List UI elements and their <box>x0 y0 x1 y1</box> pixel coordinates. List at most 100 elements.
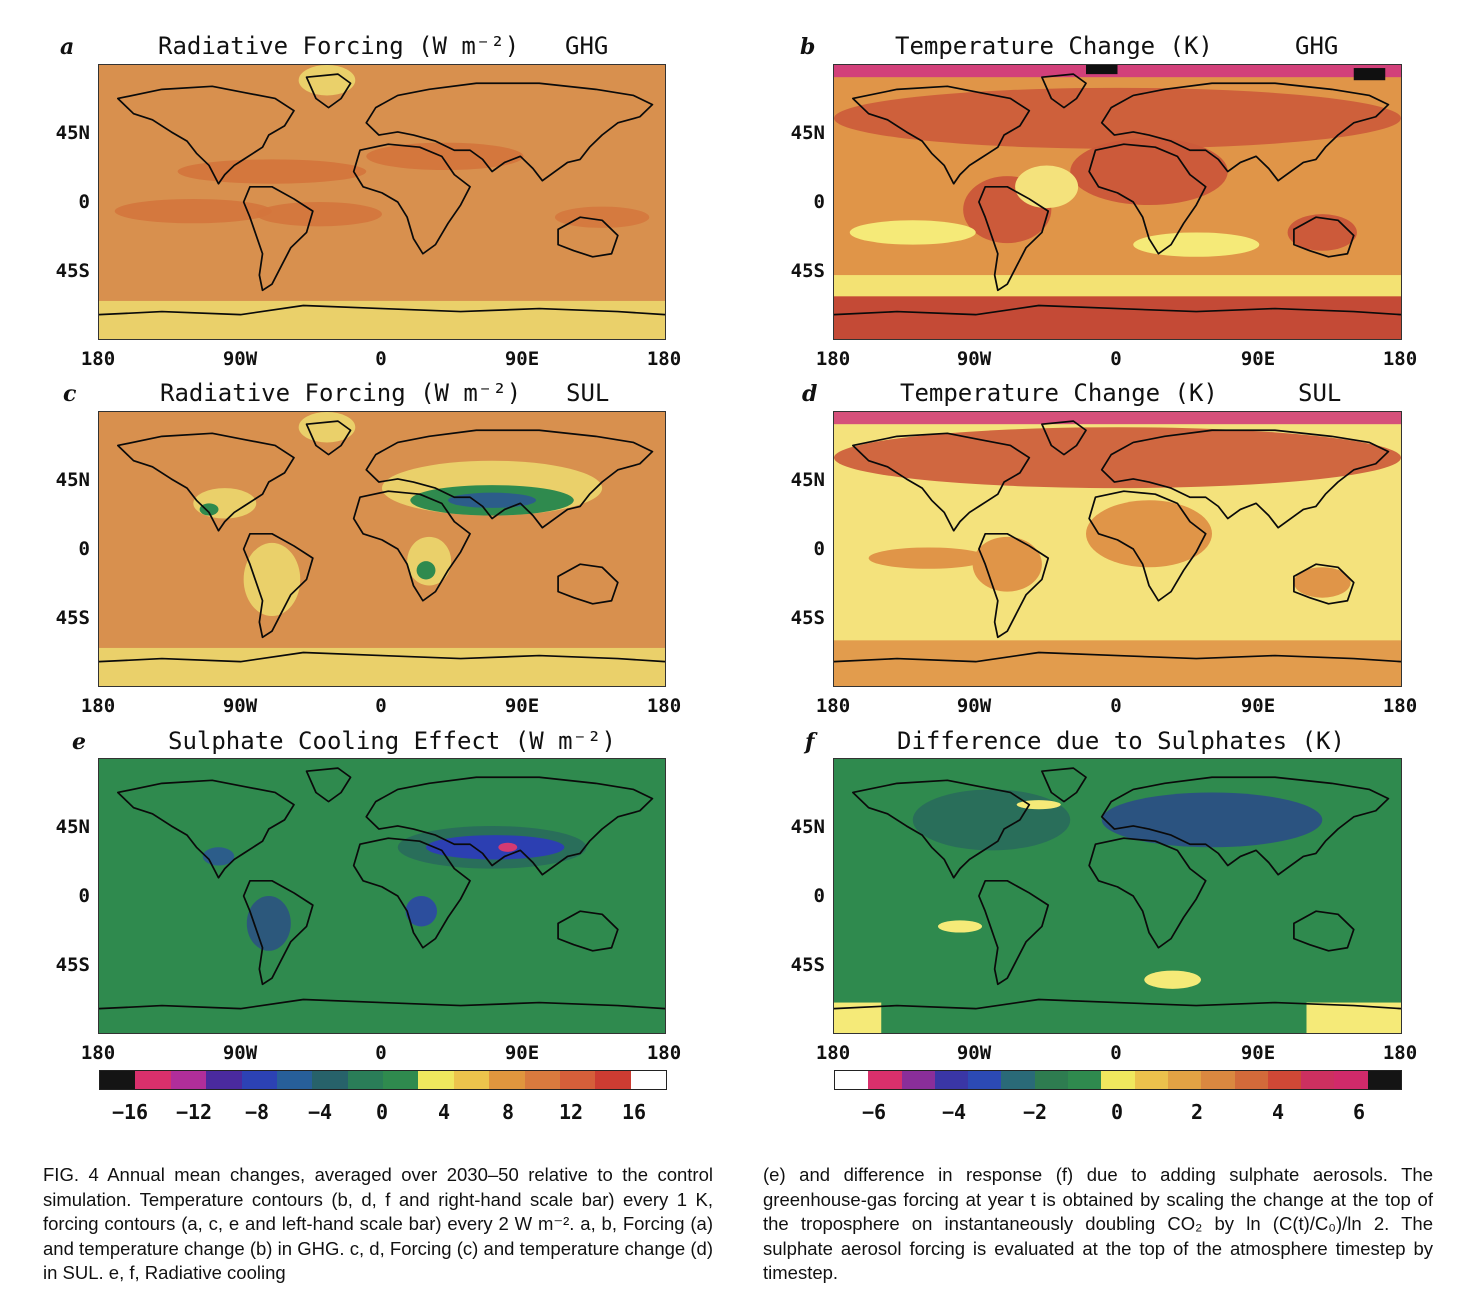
left-scale-swatch <box>383 1071 419 1089</box>
left-scale-tick: −8 <box>244 1100 270 1124</box>
right-scale-swatch <box>1334 1071 1368 1089</box>
right-scale-swatch <box>1267 1071 1302 1089</box>
coastline-northAmerica <box>117 432 295 532</box>
lat-label: 45N <box>55 122 90 144</box>
coastline-antarctica <box>99 651 665 663</box>
coastline-africa <box>352 837 471 949</box>
panel-a-title: Radiative Forcing (W m⁻²) <box>158 32 520 60</box>
lon-label: 90E <box>1240 695 1276 717</box>
figure-caption-right: (e) and difference in response (f) due t… <box>763 1164 1433 1283</box>
left-scale-swatch <box>489 1071 525 1089</box>
left-scale-swatch <box>559 1071 596 1089</box>
coastline-antarctica <box>99 998 665 1010</box>
panel-c-label: c <box>63 381 77 407</box>
lon-label: 90W <box>222 348 258 370</box>
right-scale-swatch <box>1301 1071 1335 1089</box>
lat-label: 45S <box>790 954 825 976</box>
lat-label: 0 <box>813 191 825 213</box>
lon-label: 90E <box>1240 348 1276 370</box>
right-scale-tick: 0 <box>1110 1100 1124 1124</box>
left-scale-swatch <box>170 1071 207 1089</box>
coastline-southAmerica <box>978 532 1050 639</box>
panel-c-tag: SUL <box>566 379 610 407</box>
map-panel-a <box>98 64 666 340</box>
right-scale-swatch <box>1367 1071 1402 1089</box>
lat-label: 45S <box>55 260 90 282</box>
coastline-africa <box>352 143 471 255</box>
lon-label: 0 <box>1110 348 1122 370</box>
lon-label: 180 <box>646 695 682 717</box>
panel-c-title: Radiative Forcing (W m⁻²) <box>160 379 522 407</box>
left-scale-swatch <box>276 1071 313 1089</box>
left-scale-tick: 8 <box>501 1100 515 1124</box>
lat-label: 45S <box>790 607 825 629</box>
lon-label: 180 <box>815 1042 851 1064</box>
coastline-greenland <box>305 420 352 456</box>
map-svg-f <box>834 759 1401 1033</box>
coastline-africa <box>1088 143 1207 255</box>
left-scale-swatch <box>630 1071 666 1089</box>
lat-label: 45S <box>790 260 825 282</box>
map-panel-b <box>833 64 1402 340</box>
right-scale-swatch <box>1201 1071 1235 1089</box>
left-scale-swatch <box>453 1071 490 1089</box>
right-scale-tick: 2 <box>1190 1100 1204 1124</box>
right-scale-swatch <box>1034 1071 1069 1089</box>
lon-label: 180 <box>646 348 682 370</box>
coastline-eurasia <box>365 82 654 182</box>
map-panel-c <box>98 411 666 687</box>
right-scale-swatch <box>1001 1071 1035 1089</box>
coastline-africa <box>1088 837 1207 949</box>
map-svg-b <box>834 65 1401 339</box>
lon-label: 180 <box>80 1042 116 1064</box>
lon-label: 180 <box>815 348 851 370</box>
lon-label: 0 <box>1110 695 1122 717</box>
lon-label: 180 <box>646 1042 682 1064</box>
lat-label: 0 <box>78 885 90 907</box>
coastline-africa <box>352 490 471 602</box>
lat-label: 45N <box>55 469 90 491</box>
lon-label: 90E <box>504 1042 540 1064</box>
coastline-greenland <box>1041 73 1087 109</box>
right-scale-swatch <box>934 1071 969 1089</box>
coastline-greenland <box>305 73 352 109</box>
map-panel-f <box>833 758 1402 1034</box>
right-scale-tick: −2 <box>1022 1100 1048 1124</box>
lon-label: 90W <box>956 695 992 717</box>
right-scale-swatch <box>1167 1071 1202 1089</box>
lon-label: 180 <box>80 695 116 717</box>
lon-label: 180 <box>80 348 116 370</box>
coastline-australia <box>1293 910 1355 952</box>
panel-a-tag: GHG <box>565 32 609 60</box>
lon-label: 180 <box>1382 1042 1418 1064</box>
coastline-southAmerica <box>242 185 314 292</box>
panel-d-title: Temperature Change (K) <box>900 379 1218 407</box>
coastline-northAmerica <box>852 85 1031 185</box>
panel-b-title: Temperature Change (K) <box>895 32 1213 60</box>
right-scale-swatch <box>901 1071 935 1089</box>
coastline-eurasia <box>365 776 654 876</box>
coastline-greenland <box>305 767 352 803</box>
coastline-australia <box>1293 563 1355 605</box>
lon-label: 0 <box>375 695 387 717</box>
left-scale-swatch <box>206 1071 242 1089</box>
coastline-northAmerica <box>117 779 295 879</box>
right-scale-swatch <box>968 1071 1002 1089</box>
coastline-northAmerica <box>117 85 295 185</box>
left-scale-swatch <box>418 1071 454 1089</box>
lon-label: 90W <box>956 348 992 370</box>
panel-e-label: e <box>72 729 86 755</box>
map-svg-a <box>99 65 665 339</box>
coastline-australia <box>557 216 619 258</box>
coastline-greenland <box>1041 767 1087 803</box>
lon-label: 90W <box>222 695 258 717</box>
map-svg-c <box>99 412 665 686</box>
panel-f-label: f <box>805 729 815 755</box>
map-panel-e <box>98 758 666 1034</box>
left-scale-swatch <box>135 1071 171 1089</box>
lat-label: 0 <box>813 538 825 560</box>
coastline-southAmerica <box>242 879 314 986</box>
right-scale-swatch <box>868 1071 902 1089</box>
right-scale-tick: −6 <box>861 1100 887 1124</box>
coastline-eurasia <box>1100 82 1390 182</box>
